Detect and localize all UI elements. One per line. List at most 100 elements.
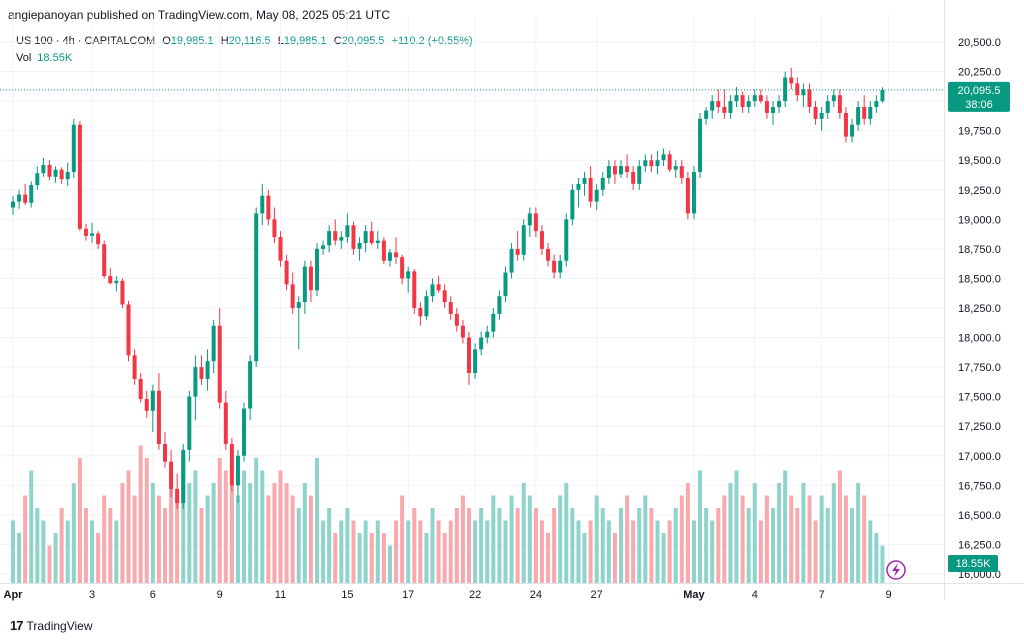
candle-body bbox=[612, 166, 617, 175]
y-tick-label: 19,000.0 bbox=[958, 214, 1001, 226]
candle-body bbox=[655, 160, 660, 167]
volume-bar bbox=[777, 483, 782, 583]
volume-bar bbox=[837, 470, 842, 583]
volume-bar bbox=[740, 495, 745, 583]
volume-bar bbox=[467, 508, 471, 583]
candle-body bbox=[442, 290, 447, 303]
x-tick-label: 22 bbox=[469, 589, 481, 601]
candle-body bbox=[722, 107, 727, 113]
symbol-label[interactable]: US 100 · 4h · CAPITALCOM bbox=[16, 35, 156, 47]
candle-body bbox=[460, 325, 465, 338]
candle-body bbox=[108, 276, 113, 284]
footer-brand[interactable]: 17 TradingView bbox=[10, 618, 93, 633]
volume-bar bbox=[17, 533, 22, 583]
candle-body bbox=[600, 177, 605, 190]
candle-body bbox=[509, 248, 514, 273]
x-tick-label: 6 bbox=[150, 589, 156, 601]
close-value: 20,095.5 bbox=[341, 35, 385, 47]
y-tick-label: 16,250.0 bbox=[958, 539, 1001, 551]
candle-body bbox=[357, 242, 362, 249]
volume-bar bbox=[497, 508, 502, 583]
volume-bar bbox=[205, 495, 210, 583]
candle-body bbox=[576, 183, 581, 190]
candle-body bbox=[819, 112, 824, 119]
volume-bar bbox=[856, 483, 861, 583]
volume-bar bbox=[752, 483, 757, 583]
candle-body bbox=[17, 194, 22, 202]
candle-body bbox=[71, 124, 76, 173]
candle-body bbox=[102, 244, 107, 277]
y-tick-label: 18,500.0 bbox=[958, 273, 1001, 285]
volume-bar bbox=[296, 508, 301, 583]
volume-bar bbox=[47, 545, 52, 583]
candle-body bbox=[242, 408, 247, 456]
candle-body bbox=[144, 399, 149, 411]
volume-bar bbox=[387, 545, 392, 583]
volume-bar bbox=[539, 520, 544, 583]
volume-bar bbox=[235, 495, 240, 583]
volume-bar bbox=[442, 533, 447, 583]
volume-bar bbox=[35, 508, 40, 583]
x-tick-label: 9 bbox=[217, 589, 223, 601]
candle-body bbox=[795, 83, 800, 96]
volume-bar bbox=[606, 520, 611, 583]
chart-legend: US 100 · 4h · CAPITALCOM O19,985.1 H20,1… bbox=[16, 33, 473, 67]
volume-bar bbox=[473, 520, 478, 583]
candle-body bbox=[783, 77, 788, 102]
volume-bar bbox=[199, 508, 204, 583]
volume-bar bbox=[424, 533, 429, 583]
volume-label[interactable]: Vol bbox=[16, 52, 32, 64]
volume-bar bbox=[843, 495, 848, 583]
candle-body bbox=[625, 166, 630, 173]
volume-bar bbox=[229, 483, 234, 583]
candle-body bbox=[77, 124, 82, 229]
volume-bar bbox=[594, 495, 599, 583]
candle-body bbox=[381, 240, 386, 261]
x-tick-label: May bbox=[683, 589, 705, 601]
volume-bar bbox=[479, 508, 484, 583]
volume-bar bbox=[278, 470, 283, 583]
volume-bar bbox=[254, 458, 259, 583]
change-value: +110.2 (+0.55%) bbox=[391, 35, 473, 47]
candle-body bbox=[23, 194, 28, 203]
candle-body bbox=[448, 302, 453, 314]
volume-bar bbox=[23, 495, 28, 583]
volume-bar bbox=[600, 508, 605, 583]
volume-bar bbox=[345, 508, 350, 583]
volume-axis-label: 18.55K bbox=[956, 558, 992, 570]
candle-body bbox=[235, 455, 240, 486]
volume-bar bbox=[29, 470, 34, 583]
candle-body bbox=[874, 101, 879, 108]
candle-body bbox=[564, 219, 569, 261]
volume-bar bbox=[284, 483, 289, 583]
candle-body bbox=[497, 296, 502, 314]
candle-body bbox=[588, 177, 593, 202]
candle-body bbox=[667, 154, 672, 170]
volume-bar bbox=[813, 520, 818, 583]
volume-bar bbox=[315, 458, 319, 583]
candle-body bbox=[728, 101, 733, 113]
volume-bar bbox=[187, 483, 192, 583]
candle-body bbox=[114, 280, 119, 284]
candle-body bbox=[710, 101, 715, 111]
candle-body bbox=[406, 271, 411, 279]
volume-bar bbox=[691, 520, 696, 583]
candle-body bbox=[436, 284, 441, 291]
candle-body bbox=[424, 296, 429, 317]
x-tick-label: 3 bbox=[89, 589, 95, 601]
volume-bar bbox=[156, 495, 161, 583]
volume-bar bbox=[412, 508, 417, 583]
tradingview-logo-icon: 17 bbox=[10, 618, 24, 633]
volume-bar bbox=[655, 520, 660, 583]
volume-bar bbox=[339, 520, 344, 583]
candle-body bbox=[661, 154, 666, 161]
volume-bar bbox=[546, 533, 551, 583]
candle-body bbox=[698, 118, 703, 173]
candle-body bbox=[813, 107, 818, 119]
candle-body bbox=[156, 390, 161, 444]
countdown-label: 38:06 bbox=[965, 99, 993, 111]
candle-body bbox=[862, 107, 867, 119]
candle-body bbox=[740, 95, 745, 108]
y-tick-label: 20,250.0 bbox=[958, 67, 1001, 79]
